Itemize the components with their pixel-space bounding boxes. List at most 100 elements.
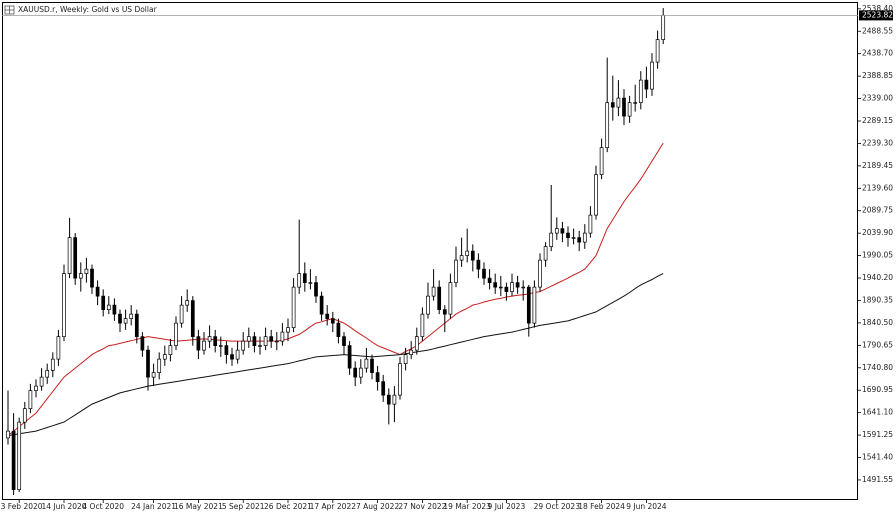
candle-body	[34, 385, 38, 391]
y-tick-label: 2139.60	[862, 183, 893, 192]
candle-body	[252, 336, 257, 346]
candle-body	[633, 102, 638, 104]
candle-body	[129, 313, 134, 319]
candle-body	[325, 313, 330, 319]
candle-body	[398, 363, 402, 396]
candle-body	[274, 340, 279, 343]
x-tick-label: 7 Aug 2022	[356, 502, 399, 511]
candle-body	[246, 336, 251, 342]
candle-body	[196, 336, 201, 351]
candle-body	[56, 336, 61, 360]
candle-body	[258, 345, 262, 347]
candle-body	[263, 336, 268, 346]
candle-body	[375, 372, 380, 382]
candle-body	[454, 259, 458, 283]
x-tick-label: 5 Sep 2021	[222, 502, 265, 511]
candle-body	[67, 237, 72, 274]
candle-body	[493, 282, 498, 288]
candle-body	[650, 61, 654, 90]
candle-body	[577, 237, 582, 243]
y-tick-label: 1790.65	[862, 340, 893, 349]
candle-body	[470, 250, 475, 261]
candle-body	[605, 102, 610, 148]
candle-body	[409, 349, 414, 355]
candle-body	[482, 268, 486, 279]
y-tick-label: 1591.25	[862, 430, 893, 439]
candle-body	[213, 336, 218, 346]
candle-body	[610, 102, 615, 108]
y-tick-label: 2189.45	[862, 161, 893, 170]
x-tick-label: 9 Jun 2024	[626, 502, 667, 511]
y-tick-label: 2438.70	[862, 49, 893, 58]
candle-body	[280, 331, 285, 342]
y-tick-label: 1890.35	[862, 295, 893, 304]
candle-body	[190, 300, 195, 337]
candle-body	[521, 286, 526, 289]
candle-body	[174, 322, 178, 346]
candle-body	[538, 259, 542, 288]
y-tick-label: 1641.10	[862, 408, 893, 417]
candle-body	[616, 97, 621, 108]
x-tick-label: 4 Oct 2020	[82, 502, 124, 511]
candle-body	[90, 268, 94, 288]
candle-body	[554, 228, 559, 234]
candle-body	[386, 394, 391, 405]
candle-body	[22, 408, 27, 423]
candle-body	[364, 358, 369, 369]
candle-body	[112, 304, 117, 315]
candle-body	[403, 354, 408, 364]
candle-body	[431, 286, 436, 297]
candle-body	[347, 345, 352, 369]
candle-body	[599, 147, 604, 175]
candle-body	[543, 246, 548, 261]
candle-body	[655, 39, 660, 63]
candle-body	[308, 282, 313, 284]
candle-body	[84, 268, 89, 274]
candle-body	[106, 304, 111, 310]
candle-body	[17, 421, 22, 490]
x-tick-label: 18 Feb 2024	[578, 502, 625, 511]
candle-body	[644, 79, 649, 90]
plot-frame	[2, 2, 858, 500]
candle-body	[224, 345, 229, 355]
candle-body	[297, 273, 302, 288]
candle-body	[504, 286, 509, 292]
y-tick-label: 1491.55	[862, 475, 893, 484]
candle-body	[118, 313, 122, 324]
candle-body	[39, 376, 44, 387]
candle-body	[6, 430, 10, 439]
x-tick-label: 16 May 2021	[174, 502, 223, 511]
candle-body	[560, 228, 565, 234]
y-tick-label: 1541.40	[862, 453, 893, 462]
candle-body	[465, 250, 470, 256]
candle-body	[162, 354, 167, 360]
candle-body	[370, 358, 374, 373]
candle-body	[487, 277, 492, 283]
candle-body	[11, 430, 16, 490]
last-price-box	[859, 10, 893, 21]
x-tick-label: 24 Jan 2021	[131, 502, 176, 511]
candle-body	[426, 295, 430, 315]
candle-body	[123, 318, 128, 324]
candle-body	[588, 214, 593, 234]
candle-body	[50, 358, 55, 371]
y-tick-label: 1690.95	[862, 385, 893, 394]
candle-body	[549, 232, 554, 247]
candle-body	[269, 336, 274, 342]
y-tick-label: 2239.30	[862, 138, 893, 147]
candle-body	[95, 286, 100, 297]
candle-body	[202, 340, 206, 351]
candle-body	[302, 273, 307, 283]
candle-body	[594, 174, 598, 216]
candle-body	[78, 273, 83, 279]
candle-body	[241, 340, 246, 351]
candle-body	[179, 304, 184, 324]
candle-body	[140, 336, 145, 351]
y-tick-label: 2538.40	[862, 4, 893, 13]
candle-body	[151, 372, 156, 378]
x-tick-label: 23 Feb 2020	[0, 502, 43, 511]
candle-body	[319, 295, 324, 315]
candle-body	[459, 255, 464, 261]
